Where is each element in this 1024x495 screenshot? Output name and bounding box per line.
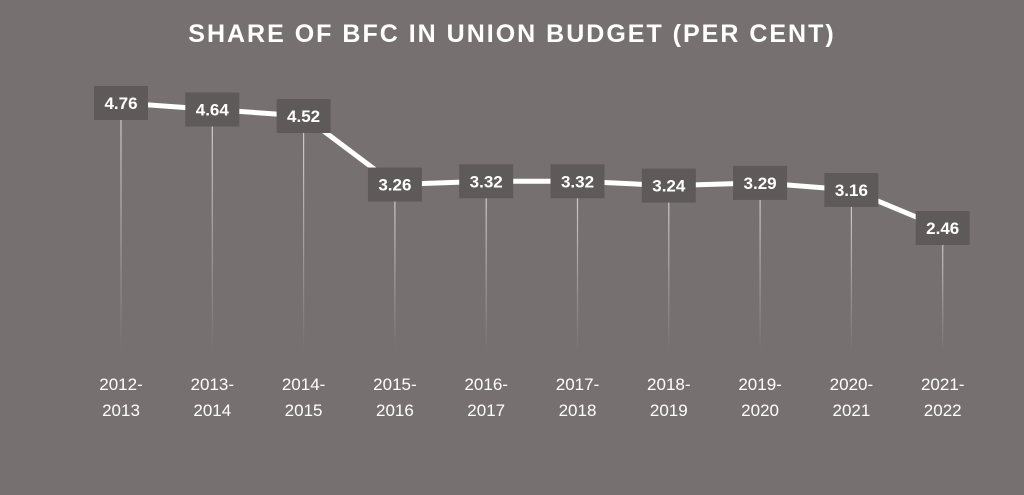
data-label-box-2016-2017 [459,164,514,199]
drop-line-2017-2018 [576,181,579,352]
drop-line-2018-2019 [668,185,670,352]
x-tick-label-2014-2015: 2014-2015 [282,375,325,420]
data-label-box-2019-2020 [733,165,788,200]
x-tick-label-2013-2014: 2013-2014 [191,375,234,420]
x-tick-label-2019-2020: 2019-2020 [738,375,781,420]
data-label-box-2018-2019 [641,168,696,203]
drop-line-2014-2015 [303,116,305,352]
data-label-box-2013-2014 [185,92,240,127]
x-tick-label-2016-2017: 2016-2017 [464,375,507,420]
x-tick-label-2017-2018: 2017-2018 [556,375,599,420]
drop-line-2012-2013 [120,103,122,352]
data-label-2017-2018: 3.32 [561,172,594,191]
data-label-box-2015-2016 [367,167,422,202]
data-label-2014-2015: 4.52 [287,107,320,126]
chart-title: SHARE OF BFC IN UNION BUDGET (PER CENT) [188,20,836,48]
x-tick-label-2015-2016: 2015-2016 [373,375,416,420]
drop-line-2019-2020 [759,182,761,352]
x-tick-label-2012-2013: 2012-2013 [99,375,142,420]
data-label-2018-2019: 3.24 [652,177,686,196]
data-label-2019-2020: 3.29 [744,174,777,193]
drop-line-2015-2016 [394,184,396,352]
drop-line-2020-2021 [850,189,852,352]
data-label-box-2012-2013 [94,86,148,120]
x-tick-label-2018-2019: 2018-2019 [647,375,690,420]
data-label-2016-2017: 3.32 [470,172,503,191]
x-tick-label-2021-2022: 2021-2022 [921,375,964,420]
data-label-box-2014-2015 [276,99,331,134]
data-label-2021-2022: 2.46 [926,219,959,238]
drop-line-2016-2017 [485,181,487,352]
data-label-2013-2014: 4.64 [196,101,230,120]
drop-line-2013-2014 [211,109,213,353]
data-label-box-2017-2018 [550,164,605,199]
data-label-2020-2021: 3.16 [835,181,868,200]
data-label-box-2020-2021 [824,172,879,207]
data-label-box-2021-2022 [915,211,970,245]
series-line [118,100,946,231]
drop-line-2021-2022 [942,228,944,352]
data-label-2015-2016: 3.26 [378,176,411,195]
data-label-2012-2013: 4.76 [104,94,137,113]
x-tick-label-2020-2021: 2020-2021 [830,375,873,420]
